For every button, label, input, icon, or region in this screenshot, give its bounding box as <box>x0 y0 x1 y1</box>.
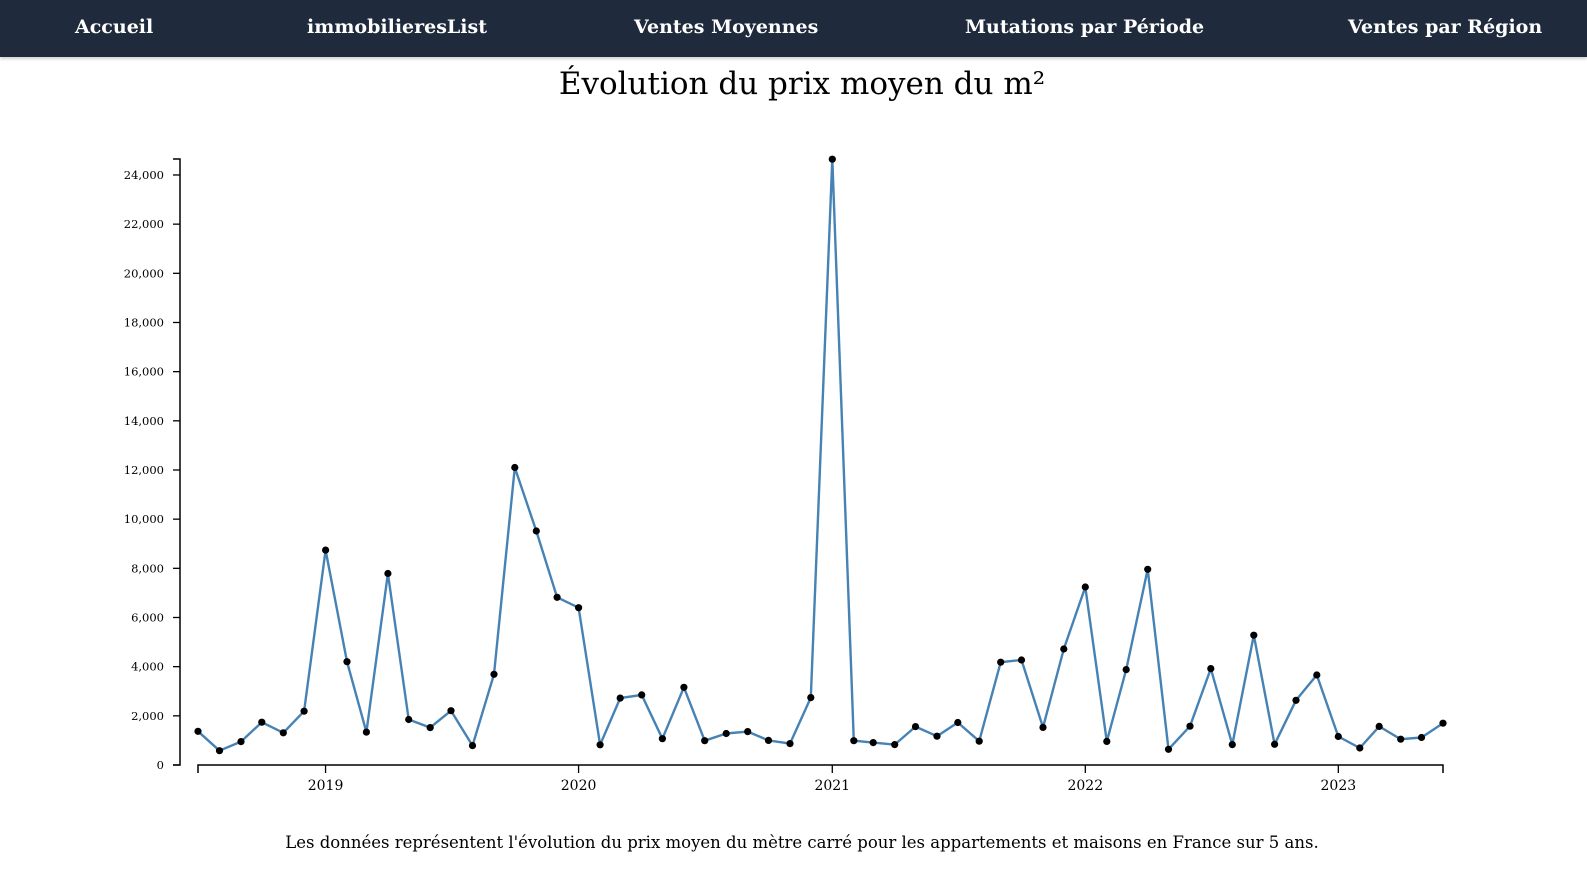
data-point <box>1292 696 1300 704</box>
data-point <box>850 737 858 745</box>
data-point <box>490 670 498 678</box>
nav-link-mutations-par-periode[interactable]: Mutations par Période <box>965 16 1205 38</box>
data-point <box>1356 744 1364 752</box>
data-point <box>1186 722 1194 730</box>
data-point <box>362 728 370 736</box>
navbar: Accueil immobilieresList Ventes Moyennes… <box>0 0 1587 57</box>
nav-link-ventes-moyennes[interactable]: Ventes Moyennes <box>634 16 819 38</box>
data-point <box>1081 583 1089 591</box>
x-tick-label: 2019 <box>308 778 344 794</box>
x-tick-label: 2022 <box>1067 778 1103 794</box>
data-point <box>1313 671 1321 679</box>
data-point <box>1207 665 1215 673</box>
chart-footnote: Les données représentent l'évolution du … <box>285 833 1319 852</box>
data-point <box>1164 745 1173 753</box>
nav-link-ventes-par-region[interactable]: Ventes par Région <box>1348 16 1543 38</box>
data-point <box>575 604 583 612</box>
data-point <box>215 747 224 755</box>
data-point <box>975 737 983 745</box>
y-tick-label: 18,000 <box>124 315 164 329</box>
data-point <box>911 723 920 731</box>
data-point <box>300 707 308 715</box>
nav-link-immobilieres-list[interactable]: immobilieresList <box>307 16 487 38</box>
data-point <box>1334 732 1342 741</box>
data-point <box>1060 645 1068 653</box>
data-point <box>680 683 688 691</box>
data-point <box>384 569 392 578</box>
data-point <box>1250 631 1258 639</box>
page-title: Évolution du prix moyen du m² <box>558 66 1046 102</box>
data-point <box>954 718 962 727</box>
data-point <box>1228 741 1236 749</box>
data-point <box>1375 722 1383 731</box>
data-point <box>891 741 899 749</box>
data-point <box>933 732 941 740</box>
nav-link-accueil[interactable]: Accueil <box>75 16 154 38</box>
data-point <box>343 658 351 666</box>
data-point <box>1271 740 1279 748</box>
data-point <box>1122 666 1130 674</box>
y-tick-label: 16,000 <box>124 365 164 379</box>
y-tick-label: 20,000 <box>124 266 164 280</box>
data-point <box>322 546 330 554</box>
data-point <box>1397 735 1405 743</box>
data-point <box>237 738 245 746</box>
data-point <box>511 463 519 472</box>
data-point <box>1144 565 1152 573</box>
data-point <box>786 740 794 748</box>
data-point <box>807 694 815 702</box>
y-tick-label: 10,000 <box>124 512 164 526</box>
data-point <box>722 729 730 738</box>
series-line <box>197 158 1444 752</box>
data-point <box>553 593 561 601</box>
data-point <box>468 742 477 750</box>
y-tick-label: 8,000 <box>131 561 164 575</box>
data-point <box>532 527 540 535</box>
data-point <box>744 728 752 736</box>
data-point <box>997 658 1005 666</box>
y-tick-label: 22,000 <box>124 217 164 231</box>
y-axis-line <box>173 158 181 766</box>
x-tick-label: 2020 <box>561 778 597 794</box>
y-tick-label: 4,000 <box>131 660 164 674</box>
data-point <box>1017 656 1026 664</box>
data-point <box>616 694 624 702</box>
data-point <box>258 718 266 726</box>
data-point <box>658 735 667 743</box>
data-point <box>405 715 413 724</box>
data-point <box>447 707 455 715</box>
y-tick-label: 6,000 <box>131 610 164 624</box>
data-point <box>596 741 604 749</box>
x-axis-line <box>197 764 1444 773</box>
data-point <box>1417 733 1426 742</box>
y-tick-label: 24,000 <box>124 168 164 182</box>
data-point <box>869 739 877 747</box>
data-point <box>426 724 434 732</box>
y-tick-label: 0 <box>157 758 164 772</box>
y-tick-label: 14,000 <box>124 414 164 428</box>
data-point <box>638 691 646 699</box>
data-point <box>701 737 709 745</box>
y-tick-label: 2,000 <box>131 709 164 723</box>
data-point <box>1103 737 1111 746</box>
data-point <box>1039 723 1047 732</box>
data-point <box>828 155 836 163</box>
x-tick-label: 2021 <box>814 778 850 794</box>
y-tick-label: 12,000 <box>124 463 164 477</box>
data-point <box>194 727 202 735</box>
data-point <box>764 736 773 745</box>
x-tick-label: 2023 <box>1321 778 1357 794</box>
data-point <box>279 729 287 737</box>
data-point <box>1439 719 1447 727</box>
